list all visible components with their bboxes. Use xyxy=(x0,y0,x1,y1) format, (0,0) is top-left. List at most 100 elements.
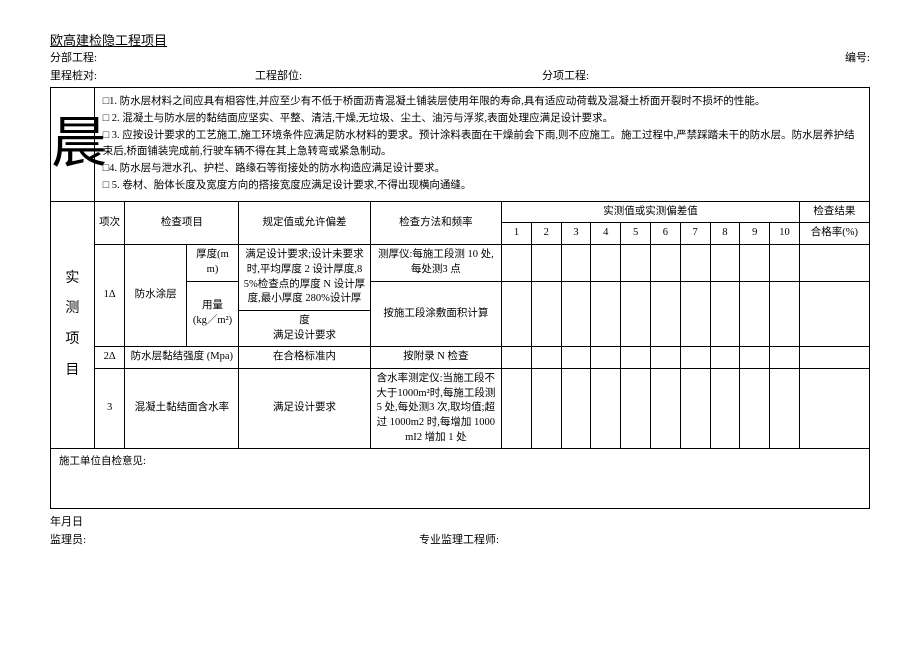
table-cell xyxy=(650,368,680,448)
num-2: 2 xyxy=(531,223,561,245)
num-3: 3 xyxy=(561,223,591,245)
footer-date: 年月日 xyxy=(50,513,870,529)
table-cell xyxy=(561,347,591,369)
r2-std: 在合格标准内 xyxy=(239,347,370,369)
table-cell xyxy=(710,245,740,281)
col-check-item: 检查项目 xyxy=(125,201,239,244)
table-cell xyxy=(710,347,740,369)
table-cell xyxy=(650,245,680,281)
inspection-table: 晨 □1. 防水层材料之间应具有相容性,并应至少有不低于桥面沥青混凝土铺装层使用… xyxy=(50,87,870,509)
table-cell xyxy=(621,245,651,281)
col-std: 规定值或允许偏差 xyxy=(239,201,370,244)
header-row-2: 里程桩对: 工程部位: 分项工程: xyxy=(50,67,870,83)
sub-item-label: 分项工程: xyxy=(542,67,870,83)
pro-supervisor-label: 专业监理工程师: xyxy=(419,531,870,547)
table-cell xyxy=(740,347,770,369)
table-cell xyxy=(799,347,869,369)
note-3: □ 3. 应按设计要求的工艺施工,施工环境条件应满足防水材料的要求。预计涂料表面… xyxy=(103,128,861,162)
table-cell xyxy=(799,281,869,347)
r1-method2: 按施工段涂敷面积计算 xyxy=(370,281,501,347)
note-4: □4. 防水层与泄水孔、护栏、路缘石等衔接处的防水构造应满足设计要求。 xyxy=(103,161,861,178)
col-method: 检查方法和频率 xyxy=(370,201,501,244)
col-measured: 实测值或实测偏差值 xyxy=(502,201,800,223)
table-cell xyxy=(770,281,800,347)
num-4: 4 xyxy=(591,223,621,245)
table-cell xyxy=(680,245,710,281)
r2-item: 防水层黏结强度 (Mpa) xyxy=(125,347,239,369)
num-7: 7 xyxy=(680,223,710,245)
num-1: 1 xyxy=(502,223,532,245)
table-cell xyxy=(621,368,651,448)
table-cell xyxy=(799,245,869,281)
r1-item: 防水涂层 xyxy=(125,245,186,347)
table-cell xyxy=(770,368,800,448)
table-cell xyxy=(502,281,532,347)
table-cell xyxy=(770,347,800,369)
table-cell xyxy=(621,281,651,347)
footer-block: 年月日 监理员: 专业监理工程师: xyxy=(50,513,870,547)
note-1: □1. 防水层材料之间应具有相容性,并应至少有不低于桥面沥青混凝土铺装层使用年限… xyxy=(103,94,861,111)
r3-seq: 3 xyxy=(94,368,125,448)
table-cell xyxy=(740,368,770,448)
table-cell xyxy=(650,347,680,369)
serial-label: 编号: xyxy=(845,49,870,65)
table-cell xyxy=(770,245,800,281)
col-pass-rate: 合格率(%) xyxy=(799,223,869,245)
header-row-1: 分部工程: 编号: xyxy=(50,49,870,65)
table-cell xyxy=(531,281,561,347)
table-cell xyxy=(740,245,770,281)
notes-row: 晨 □1. 防水层材料之间应具有相容性,并应至少有不低于桥面沥青混凝土铺装层使用… xyxy=(51,88,870,202)
row-3: 3 混凝土黏结面含水率 满足设计要求 含水率测定仪:当施工段不大于1000m²时… xyxy=(51,368,870,448)
table-cell xyxy=(710,368,740,448)
r3-method: 含水率测定仪:当施工段不大于1000m²时,每施工段测 5 处,每处测3 次,取… xyxy=(370,368,501,448)
table-cell xyxy=(531,245,561,281)
num-5: 5 xyxy=(621,223,651,245)
note-2: □ 2. 混凝土与防水层的黏结面应坚实、平整、清洁,干燥,无垃圾、尘土、油污与浮… xyxy=(103,111,861,128)
r2-method: 按附录 N 检查 xyxy=(370,347,501,369)
table-cell xyxy=(531,347,561,369)
notes-cell: □1. 防水层材料之间应具有相容性,并应至少有不低于桥面沥青混凝土铺装层使用年限… xyxy=(94,88,869,202)
r1-method1: 测厚仪:每施工段测 10 处,每处测3 点 xyxy=(370,245,501,281)
note-5: □ 5. 卷材、胎体长度及宽度方向的搭接宽度应满足设计要求,不得出现横向通缝。 xyxy=(103,178,861,195)
row-2: 2Δ 防水层黏结强度 (Mpa) 在合格标准内 按附录 N 检查 xyxy=(51,347,870,369)
table-cell xyxy=(591,347,621,369)
r1-sub1: 厚度(mm) xyxy=(186,245,239,281)
r1-seq: 1Δ xyxy=(94,245,125,347)
sub-project-label: 分部工程: xyxy=(50,49,97,65)
side-label: 实测项目 xyxy=(51,201,95,449)
table-cell xyxy=(740,281,770,347)
title-underlined: 欧高建检隐工程项目 xyxy=(50,30,167,49)
num-10: 10 xyxy=(770,223,800,245)
self-opinion-row: 施工单位自检意见: xyxy=(51,449,870,509)
table-cell xyxy=(502,368,532,448)
col-result: 检查结果 xyxy=(799,201,869,223)
r1-std1: 满足设计要求;设计未要求时,平均厚度 2 设计厚度,85%检查点的厚度 N 设计… xyxy=(239,245,370,311)
num-9: 9 xyxy=(740,223,770,245)
r2-seq: 2Δ xyxy=(94,347,125,369)
table-cell xyxy=(680,281,710,347)
r1-sub2: 用量(kg／m²) xyxy=(186,281,239,347)
table-cell xyxy=(591,368,621,448)
header-block: 欧高建检隐工程项目 分部工程: 编号: 里程桩对: 工程部位: 分项工程: xyxy=(50,30,870,83)
r3-std: 满足设计要求 xyxy=(239,368,370,448)
mileage-label: 里程桩对: xyxy=(50,67,255,83)
eng-part-label: 工程部位: xyxy=(255,67,542,83)
table-cell xyxy=(561,245,591,281)
table-cell xyxy=(531,368,561,448)
r1-std2: 度满足设计要求 xyxy=(239,310,370,346)
r3-item: 混凝土黏结面含水率 xyxy=(125,368,239,448)
col-seq: 项次 xyxy=(94,201,125,244)
table-cell xyxy=(650,281,680,347)
table-cell xyxy=(799,368,869,448)
table-cell xyxy=(680,368,710,448)
footer-sign-row: 监理员: 专业监理工程师: xyxy=(50,531,870,547)
row-1a: 1Δ 防水涂层 厚度(mm) 满足设计要求;设计未要求时,平均厚度 2 设计厚度… xyxy=(51,245,870,281)
table-cell xyxy=(680,347,710,369)
self-opinion-cell: 施工单位自检意见: xyxy=(51,449,870,509)
header-row-a: 实测项目 项次 检查项目 规定值或允许偏差 检查方法和频率 实测值或实测偏差值 … xyxy=(51,201,870,223)
table-cell xyxy=(502,245,532,281)
num-8: 8 xyxy=(710,223,740,245)
table-cell xyxy=(561,281,591,347)
num-6: 6 xyxy=(650,223,680,245)
table-cell xyxy=(502,347,532,369)
